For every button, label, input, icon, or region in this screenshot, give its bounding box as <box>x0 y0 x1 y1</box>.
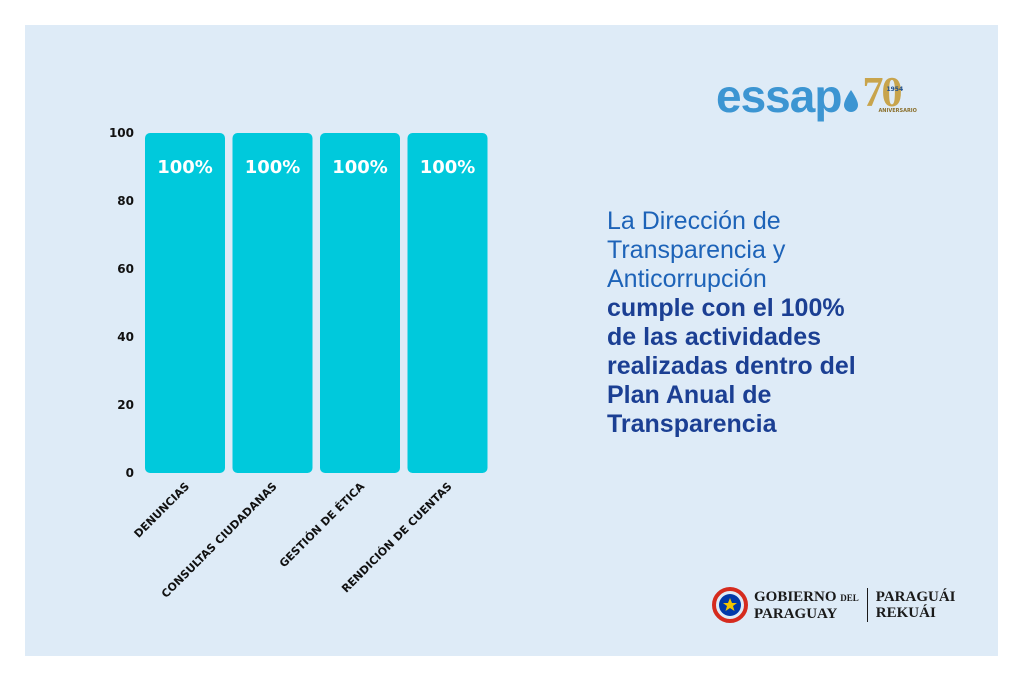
bar <box>145 133 225 473</box>
x-tick-label: GESTIÓN DE ÉTICA <box>277 480 368 571</box>
y-tick-label: 60 <box>117 262 134 276</box>
anniversary-badge: 70 1954 ANIVERSARIO <box>862 70 916 122</box>
bars: 100% 100% 100% 100% <box>145 133 488 473</box>
y-tick-label: 0 <box>126 466 134 480</box>
y-tick-label: 20 <box>117 398 134 412</box>
headline-bold-line: Plan Anual de <box>607 381 772 409</box>
essap-wordmark: essap <box>716 70 842 122</box>
bar-data-label: 100% <box>157 157 213 178</box>
bar-data-label: 100% <box>420 157 476 178</box>
bar-data-label: 100% <box>245 157 301 178</box>
headline-bold-line: realizadas dentro del <box>607 352 856 380</box>
bar <box>407 133 488 473</box>
bar <box>320 133 400 473</box>
water-drop-icon <box>844 90 859 112</box>
anniversary-number: 70 <box>862 70 902 116</box>
y-tick-label: 80 <box>117 194 134 208</box>
essap-logo: essap 70 1954 ANIVERSARIO <box>716 70 917 122</box>
bar <box>232 133 313 473</box>
x-tick-label: DENUNCIAS <box>132 480 193 541</box>
paraguay-seal-icon <box>712 587 748 623</box>
y-axis-ticks: 0 20 40 60 80 100 <box>109 126 134 480</box>
government-logo: GOBIERNO DEL PARAGUAY PARAGUÁI REKUÁI <box>712 587 956 623</box>
headline-bold-line: Transparencia <box>607 410 777 438</box>
anniversary-text: ANIVERSARIO <box>878 108 917 114</box>
gov-del: DEL <box>840 592 859 603</box>
headline: La Dirección de Transparencia y Anticorr… <box>607 207 947 439</box>
footer-divider <box>866 588 868 622</box>
headline-light-line: Anticorrupción <box>607 265 767 293</box>
motto-line1: PARAGUÁI <box>875 589 956 605</box>
gov-line1: GOBIERNO <box>754 588 837 605</box>
headline-bold-line: cumple con el 100% <box>607 294 845 322</box>
headline-light-line: La Dirección de <box>607 207 781 235</box>
y-tick-label: 40 <box>117 330 134 344</box>
motto-text: PARAGUÁI REKUÁI <box>876 589 956 621</box>
y-tick-label: 100 <box>109 126 134 140</box>
gov-text: GOBIERNO DEL PARAGUAY <box>754 589 859 622</box>
gov-line2: PARAGUAY <box>754 605 838 622</box>
bar-data-label: 100% <box>332 157 388 178</box>
headline-light-line: Transparencia y <box>607 236 786 264</box>
headline-bold-line: de las actividades <box>607 323 822 351</box>
motto-line2: REKUÁI <box>875 605 936 621</box>
anniversary-year: 1954 <box>886 86 904 93</box>
